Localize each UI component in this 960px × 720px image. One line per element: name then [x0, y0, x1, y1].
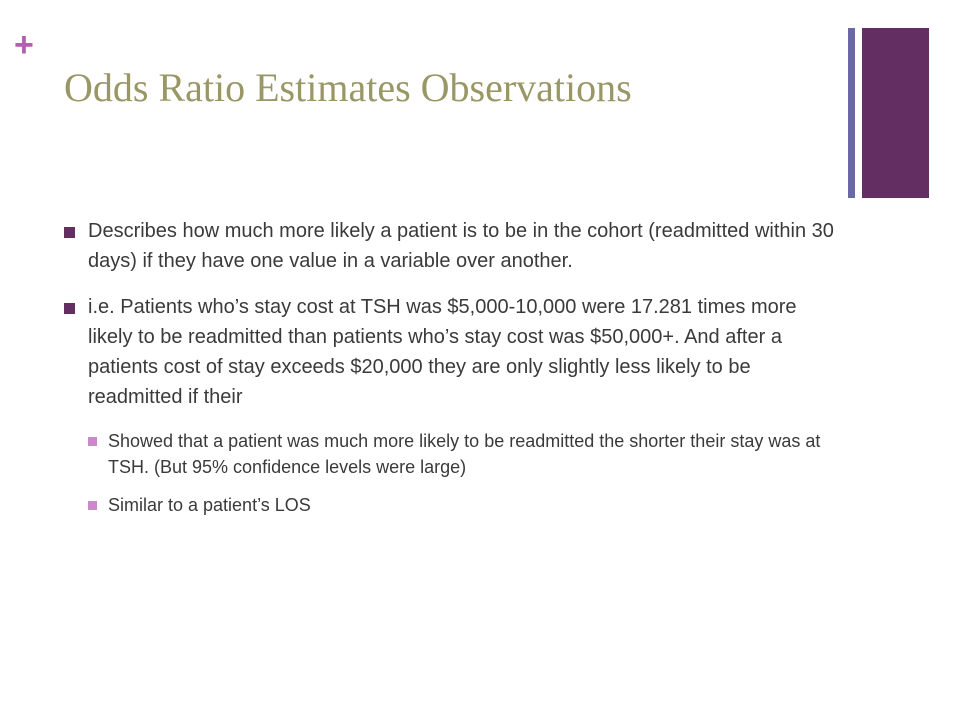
bullet-item: i.e. Patients who’s stay cost at TSH was… — [64, 292, 834, 412]
accent-bar-thin — [848, 28, 855, 198]
square-bullet-icon — [64, 227, 75, 238]
sub-bullet-text: Showed that a patient was much more like… — [108, 431, 821, 477]
bullet-text: Describes how much more likely a patient… — [88, 220, 834, 272]
sub-bullet-text: Similar to a patient’s LOS — [108, 495, 311, 515]
bullet-text: i.e. Patients who’s stay cost at TSH was… — [88, 296, 797, 408]
bullet-item: Describes how much more likely a patient… — [64, 216, 834, 276]
sub-bullet-item: Similar to a patient’s LOS — [88, 492, 834, 518]
square-sub-bullet-icon — [88, 437, 97, 446]
sub-bullet-item: Showed that a patient was much more like… — [88, 428, 834, 480]
plus-icon: + — [14, 26, 34, 64]
square-bullet-icon — [64, 303, 75, 314]
square-sub-bullet-icon — [88, 501, 97, 510]
accent-bar-wide — [862, 28, 929, 198]
slide-title: Odds Ratio Estimates Observations — [64, 65, 632, 110]
slide-content: Describes how much more likely a patient… — [64, 216, 834, 530]
